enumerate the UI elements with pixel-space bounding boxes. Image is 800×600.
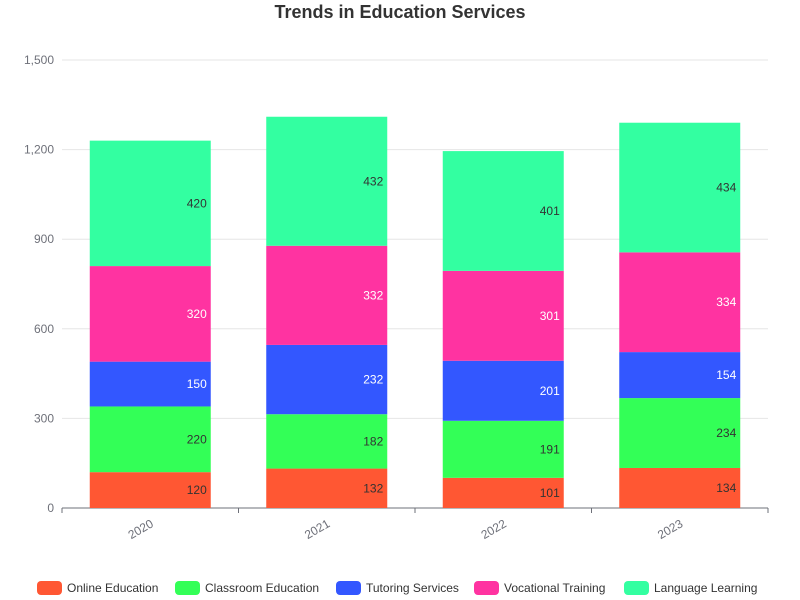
data-label: 132 bbox=[363, 481, 383, 495]
legend-item-tutoring-services[interactable]: Tutoring Services bbox=[336, 578, 459, 598]
bar-tutoring-services-2020 bbox=[89, 361, 211, 407]
data-label: 101 bbox=[540, 486, 560, 500]
data-label: 320 bbox=[187, 307, 207, 321]
bar-tutoring-services-2021 bbox=[266, 344, 388, 415]
bar-online-education-2023 bbox=[619, 467, 741, 508]
data-label: 301 bbox=[540, 309, 560, 323]
data-label: 401 bbox=[540, 204, 560, 218]
legend-swatch bbox=[37, 581, 62, 595]
data-label: 234 bbox=[716, 426, 736, 440]
legend-item-language-learning[interactable]: Language Learning bbox=[624, 578, 757, 598]
bar-online-education-2020 bbox=[89, 472, 211, 508]
legend-swatch bbox=[624, 581, 649, 595]
bar-classroom-education-2022 bbox=[442, 420, 564, 478]
data-label: 332 bbox=[363, 288, 383, 302]
bar-online-education-2021 bbox=[266, 468, 388, 508]
x-tick-label: 2023 bbox=[655, 516, 685, 542]
legend: Online Education Classroom Education Tutor… bbox=[0, 578, 800, 598]
bar-vocational-training-2021 bbox=[266, 245, 388, 345]
data-label: 201 bbox=[540, 384, 560, 398]
bar-language-learning-2022 bbox=[442, 151, 564, 271]
x-tick-label: 2021 bbox=[302, 516, 332, 542]
bar-language-learning-2021 bbox=[266, 116, 388, 246]
bar-vocational-training-2020 bbox=[89, 266, 211, 362]
legend-swatch bbox=[474, 581, 499, 595]
bar-language-learning-2023 bbox=[619, 122, 741, 253]
data-label: 420 bbox=[187, 196, 207, 210]
data-label: 134 bbox=[716, 481, 736, 495]
legend-swatch bbox=[175, 581, 200, 595]
y-tick-label: 1,200 bbox=[24, 143, 54, 157]
data-label: 120 bbox=[187, 483, 207, 497]
legend-label: Language Learning bbox=[654, 581, 758, 595]
legend-item-online-education[interactable]: Online Education bbox=[37, 578, 158, 598]
data-label: 182 bbox=[363, 434, 383, 448]
data-label: 154 bbox=[716, 368, 736, 382]
bar-language-learning-2020 bbox=[89, 140, 211, 267]
data-label: 220 bbox=[187, 432, 207, 446]
bar-vocational-training-2023 bbox=[619, 252, 741, 353]
x-tick-label: 2022 bbox=[479, 516, 509, 542]
legend-label: Classroom Education bbox=[205, 581, 320, 595]
data-label: 432 bbox=[363, 174, 383, 188]
bar-vocational-training-2022 bbox=[442, 270, 564, 361]
bar-tutoring-services-2023 bbox=[619, 352, 741, 399]
legend-item-classroom-education[interactable]: Classroom Education bbox=[175, 578, 319, 598]
legend-label: Vocational Training bbox=[504, 581, 606, 595]
bar-online-education-2022 bbox=[442, 477, 564, 508]
y-tick-label: 600 bbox=[34, 322, 54, 336]
legend-item-vocational-training[interactable]: Vocational Training bbox=[474, 578, 605, 598]
data-label: 191 bbox=[540, 442, 560, 456]
data-label: 150 bbox=[187, 377, 207, 391]
data-label: 334 bbox=[716, 295, 736, 309]
bar-tutoring-services-2022 bbox=[442, 360, 564, 421]
legend-label: Tutoring Services bbox=[366, 581, 459, 595]
y-tick-label: 0 bbox=[47, 501, 54, 515]
legend-swatch bbox=[336, 581, 361, 595]
bar-classroom-education-2023 bbox=[619, 398, 741, 468]
data-label: 232 bbox=[363, 373, 383, 387]
bar-classroom-education-2021 bbox=[266, 414, 388, 469]
y-tick-label: 900 bbox=[34, 232, 54, 246]
y-tick-label: 300 bbox=[34, 411, 54, 425]
legend-label: Online Education bbox=[67, 581, 159, 595]
x-tick-label: 2020 bbox=[126, 516, 156, 542]
chart-title: Trends in Education Services bbox=[274, 2, 526, 22]
data-label: 434 bbox=[716, 181, 736, 195]
bar-classroom-education-2020 bbox=[89, 406, 211, 473]
y-tick-label: 1,500 bbox=[24, 53, 54, 67]
